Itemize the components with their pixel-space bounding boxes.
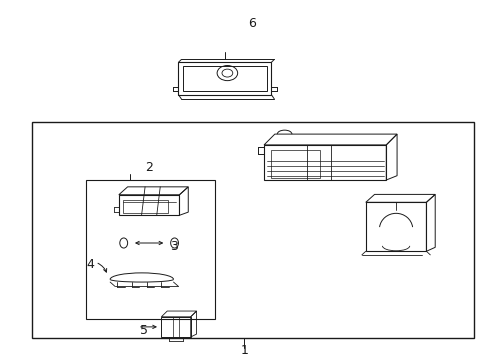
Bar bbox=[32, 122, 473, 338]
Text: 5: 5 bbox=[140, 324, 148, 337]
Bar bbox=[85, 180, 215, 319]
Text: 1: 1 bbox=[240, 345, 248, 357]
Text: 2: 2 bbox=[145, 161, 153, 174]
Text: 6: 6 bbox=[247, 17, 255, 30]
Text: 4: 4 bbox=[86, 258, 94, 271]
Text: 3: 3 bbox=[169, 240, 177, 253]
Bar bbox=[271, 150, 320, 178]
Bar bbox=[122, 200, 168, 213]
